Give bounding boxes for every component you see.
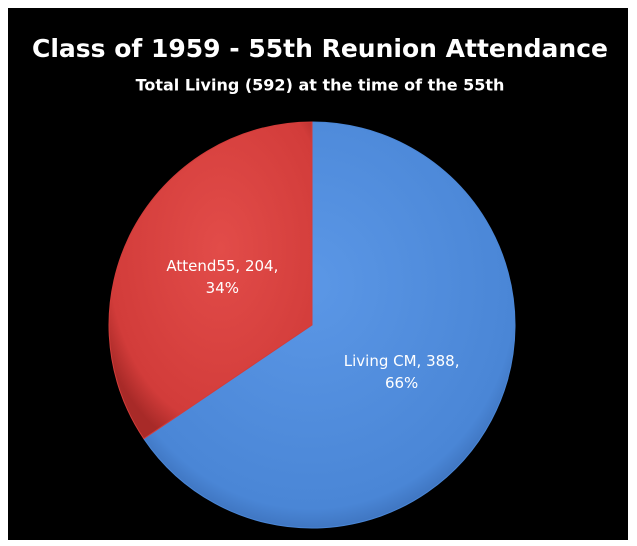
chart-title: Class of 1959 - 55th Reunion Attendance bbox=[32, 34, 608, 63]
pie-slice bbox=[108, 121, 313, 440]
data-label: Attend55, 204, bbox=[166, 257, 278, 275]
chart-subtitle: Total Living (592) at the time of the 55… bbox=[136, 76, 505, 95]
pie-slice bbox=[143, 121, 516, 529]
data-label: Living CM, 388, bbox=[344, 352, 460, 370]
data-label: 34% bbox=[206, 279, 239, 297]
data-label: 66% bbox=[385, 374, 418, 392]
